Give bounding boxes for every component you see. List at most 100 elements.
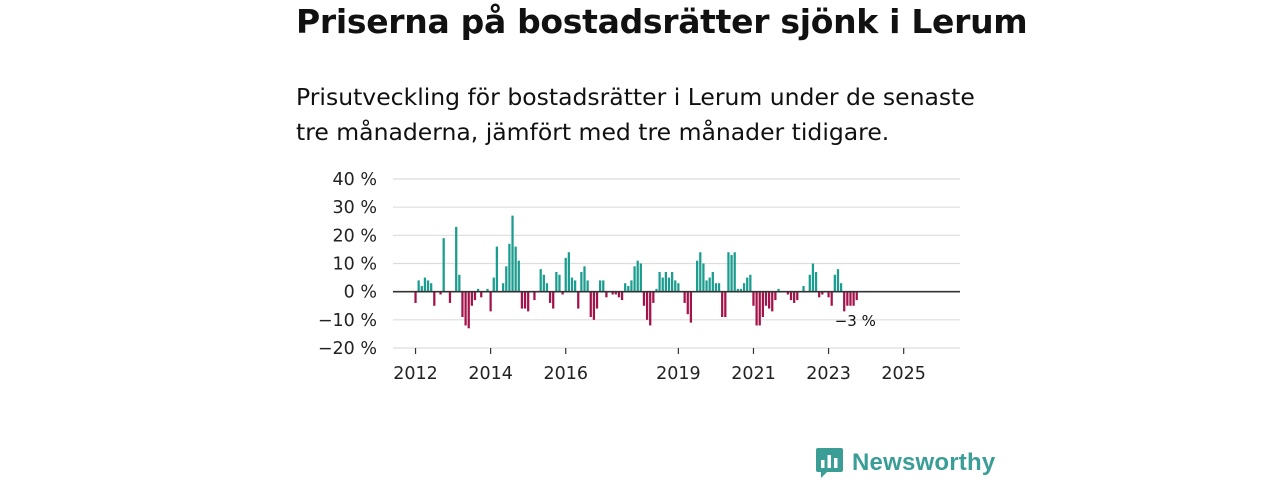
bar bbox=[505, 266, 508, 292]
bar bbox=[649, 291, 652, 326]
bar bbox=[721, 291, 724, 318]
tick-labels: 40 % 30 % 20 % 10 % 0 % −10 % −20 % 2012 2014 201… bbox=[318, 170, 926, 384]
y-tick-label: 0 % bbox=[344, 283, 377, 303]
bar bbox=[620, 291, 624, 301]
bar bbox=[814, 271, 818, 292]
bar bbox=[777, 288, 780, 292]
bar bbox=[508, 243, 511, 292]
bar bbox=[774, 291, 777, 301]
bar bbox=[633, 266, 636, 292]
x-tick-label: 2016 bbox=[543, 364, 588, 384]
bar bbox=[561, 291, 564, 295]
bar bbox=[689, 291, 693, 323]
bar-chart: 40 % 30 % 20 % 10 % 0 % −10 % −20 % 2012 2014 201… bbox=[318, 170, 960, 384]
bar bbox=[802, 286, 805, 292]
bar bbox=[567, 252, 570, 292]
bar bbox=[667, 277, 671, 292]
bar bbox=[746, 277, 749, 292]
x-tick-label: 2023 bbox=[806, 364, 851, 384]
bar bbox=[808, 274, 811, 292]
bar bbox=[599, 280, 602, 292]
bar bbox=[423, 277, 427, 292]
bar bbox=[843, 291, 846, 312]
bar bbox=[764, 291, 768, 306]
bar bbox=[605, 291, 608, 298]
x-tick-label: 2012 bbox=[393, 364, 438, 384]
bar bbox=[489, 291, 492, 312]
bar bbox=[502, 283, 505, 292]
bar bbox=[564, 257, 567, 292]
bar bbox=[552, 291, 555, 309]
bar bbox=[758, 291, 761, 326]
y-tick-label: 30 % bbox=[333, 198, 377, 218]
bar bbox=[686, 291, 689, 315]
x-tick-label: 2025 bbox=[881, 364, 926, 384]
bar bbox=[752, 291, 755, 306]
bar bbox=[548, 291, 552, 303]
bar bbox=[696, 260, 699, 292]
bar bbox=[761, 291, 764, 318]
bar bbox=[630, 280, 633, 292]
bar bbox=[717, 283, 721, 292]
bar bbox=[533, 291, 536, 301]
bar bbox=[570, 277, 574, 292]
bar bbox=[470, 291, 473, 306]
bar bbox=[827, 291, 830, 298]
bar bbox=[739, 288, 743, 292]
bar bbox=[433, 291, 436, 306]
bar bbox=[727, 252, 730, 292]
bar bbox=[420, 286, 423, 292]
y-tick-label: −10 % bbox=[318, 311, 377, 331]
bar bbox=[664, 271, 667, 292]
bar bbox=[661, 277, 664, 292]
bar bbox=[674, 280, 677, 292]
chart-title: Priserna på bostadsrätter sjönk i Lerum bbox=[296, 2, 1028, 41]
bar bbox=[492, 277, 495, 292]
bar bbox=[527, 291, 530, 312]
bar bbox=[495, 246, 499, 292]
bar bbox=[855, 291, 858, 301]
gridlines bbox=[393, 178, 960, 349]
bar bbox=[555, 271, 558, 292]
bar bbox=[614, 291, 617, 295]
bar bbox=[742, 283, 746, 292]
bar bbox=[486, 288, 489, 292]
bar bbox=[480, 291, 483, 298]
bar bbox=[523, 291, 527, 309]
bar bbox=[730, 255, 733, 292]
bar bbox=[658, 271, 661, 292]
chart-subtitle: Prisutveckling för bostadsrätter i Lerum… bbox=[296, 83, 975, 146]
x-tick-label: 2019 bbox=[656, 364, 701, 384]
bar bbox=[833, 274, 836, 292]
bar bbox=[677, 283, 680, 292]
bar bbox=[733, 252, 736, 292]
bar bbox=[602, 280, 605, 292]
bar bbox=[624, 283, 627, 292]
bar bbox=[699, 252, 702, 292]
bar bbox=[520, 291, 524, 309]
bar bbox=[627, 286, 630, 292]
brand-name: Newsworthy bbox=[852, 449, 996, 476]
bar bbox=[545, 283, 549, 292]
bar bbox=[786, 291, 790, 295]
bar bbox=[514, 246, 517, 292]
bar bbox=[558, 274, 561, 292]
bar bbox=[839, 283, 843, 292]
y-tick-label: 20 % bbox=[333, 226, 377, 246]
bar bbox=[645, 291, 649, 320]
brand-logo: Newsworthy bbox=[815, 446, 995, 480]
bar bbox=[711, 271, 714, 292]
bar bbox=[796, 291, 799, 301]
bar bbox=[670, 271, 674, 292]
bar bbox=[442, 238, 445, 292]
bar bbox=[767, 291, 771, 309]
bar bbox=[455, 226, 458, 292]
bar bbox=[611, 291, 614, 295]
bar bbox=[426, 280, 430, 292]
latest-value-annotation: −3 % bbox=[835, 312, 876, 330]
x-tick-label: 2021 bbox=[731, 364, 776, 384]
bar bbox=[580, 271, 583, 292]
y-tick-label: −20 % bbox=[318, 339, 377, 359]
bar bbox=[439, 291, 442, 295]
bar bbox=[683, 291, 686, 303]
